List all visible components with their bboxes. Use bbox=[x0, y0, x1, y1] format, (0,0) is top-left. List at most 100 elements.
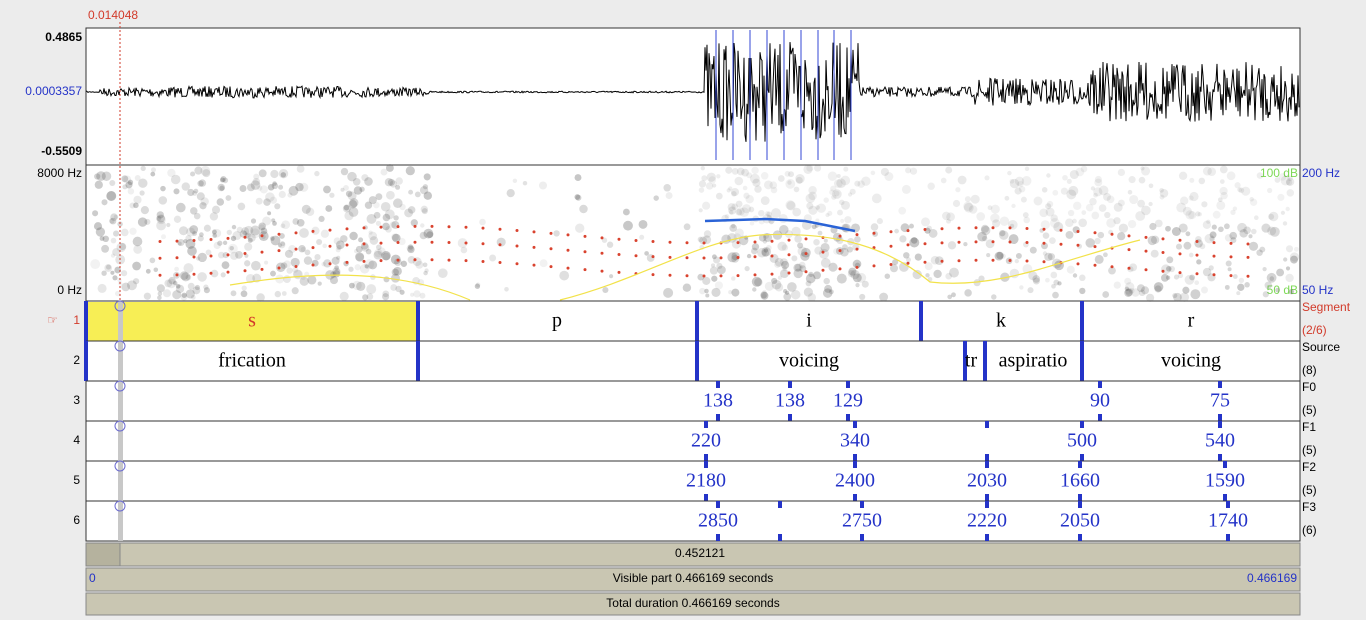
spectral-energy bbox=[93, 222, 103, 231]
spectral-energy bbox=[1165, 275, 1171, 280]
spectral-energy bbox=[1042, 251, 1048, 256]
formant-dot bbox=[736, 241, 740, 245]
spectral-energy bbox=[211, 205, 221, 214]
spectral-energy bbox=[212, 228, 222, 238]
spectral-energy bbox=[782, 266, 787, 271]
spectral-energy bbox=[736, 207, 745, 216]
spectral-energy bbox=[1066, 178, 1072, 184]
formant-dot bbox=[1110, 265, 1114, 269]
spectral-energy bbox=[734, 176, 744, 186]
spectral-energy bbox=[270, 235, 281, 246]
formant-dot bbox=[345, 227, 349, 231]
formant-dot bbox=[243, 269, 247, 273]
spectral-energy bbox=[101, 270, 107, 276]
spectral-energy bbox=[824, 284, 833, 293]
spectral-energy bbox=[199, 202, 207, 210]
spectral-energy bbox=[405, 166, 415, 176]
spectral-energy bbox=[1249, 197, 1254, 202]
spectral-energy bbox=[398, 237, 406, 246]
spectral-energy bbox=[395, 285, 402, 293]
formant-dot bbox=[617, 253, 621, 256]
spectral-energy bbox=[1253, 215, 1259, 221]
spectral-energy bbox=[828, 289, 834, 295]
spectral-energy bbox=[814, 246, 823, 255]
point-label: 2220 bbox=[967, 510, 1007, 532]
spectral-energy bbox=[1029, 246, 1037, 254]
spectral-energy bbox=[991, 294, 997, 300]
spectral-energy bbox=[1269, 276, 1275, 281]
spectral-energy bbox=[109, 218, 115, 224]
spectral-energy bbox=[192, 231, 198, 236]
spectral-energy bbox=[197, 180, 204, 187]
spectral-energy bbox=[1184, 274, 1195, 285]
spectral-energy bbox=[728, 186, 733, 191]
spectral-energy bbox=[731, 276, 736, 281]
window-left[interactable] bbox=[85, 542, 121, 567]
formant-dot bbox=[1144, 249, 1148, 253]
spectral-energy bbox=[820, 258, 831, 268]
spectral-energy bbox=[314, 170, 320, 177]
spectral-energy bbox=[777, 241, 787, 251]
spectral-energy bbox=[369, 236, 379, 245]
spectral-energy bbox=[1259, 246, 1266, 253]
point-tick bbox=[716, 414, 720, 421]
formant-dot bbox=[1212, 273, 1216, 277]
formant-dot bbox=[532, 263, 536, 267]
formant-dot bbox=[1229, 255, 1233, 259]
spectral-energy bbox=[1102, 291, 1110, 298]
spectral-energy bbox=[805, 193, 816, 204]
spectral-energy bbox=[1159, 188, 1164, 193]
visible-bar[interactable] bbox=[85, 567, 1301, 592]
tier-count: (6) bbox=[1302, 523, 1317, 537]
spectral-energy bbox=[323, 185, 331, 194]
spectral-energy bbox=[197, 235, 204, 242]
spectral-energy bbox=[682, 283, 692, 292]
spectral-energy bbox=[924, 262, 933, 271]
point-tick bbox=[778, 501, 782, 508]
point-label: 2050 bbox=[1060, 510, 1100, 532]
spectral-energy bbox=[113, 230, 120, 237]
spectral-energy bbox=[1289, 252, 1300, 262]
spectral-energy bbox=[424, 268, 429, 273]
point-tick bbox=[1218, 414, 1222, 421]
spectral-energy bbox=[175, 284, 185, 294]
spectral-energy bbox=[278, 169, 289, 179]
spectral-energy bbox=[1161, 264, 1171, 275]
spectral-energy bbox=[940, 177, 947, 184]
spectral-energy bbox=[132, 236, 143, 247]
formant-dot bbox=[481, 260, 485, 263]
spectral-energy bbox=[1148, 183, 1154, 189]
point-label: 220 bbox=[691, 430, 721, 452]
spectral-energy bbox=[783, 289, 788, 294]
spectral-energy bbox=[729, 224, 738, 232]
point-label: 2030 bbox=[967, 470, 1007, 492]
spectral-energy bbox=[299, 182, 309, 192]
spectral-energy bbox=[380, 168, 388, 176]
spectral-energy bbox=[760, 291, 769, 300]
spectral-energy bbox=[1226, 171, 1236, 181]
spectral-energy bbox=[137, 217, 148, 227]
spectral-energy bbox=[179, 271, 189, 280]
spectral-energy bbox=[970, 194, 980, 204]
spectral-energy bbox=[390, 254, 401, 265]
spectral-energy bbox=[1051, 258, 1062, 269]
boundary bbox=[84, 341, 88, 381]
spectral-energy bbox=[1266, 272, 1277, 283]
spectral-energy bbox=[185, 289, 195, 299]
spectral-energy bbox=[200, 166, 211, 176]
spectral-energy bbox=[221, 261, 230, 270]
spectral-energy bbox=[290, 257, 300, 267]
formant-dot bbox=[328, 244, 332, 248]
total-bar[interactable] bbox=[85, 592, 1301, 616]
spectral-energy bbox=[947, 294, 953, 300]
spectral-energy bbox=[1103, 252, 1108, 258]
spectral-energy bbox=[125, 181, 133, 189]
spectral-energy bbox=[1256, 172, 1264, 179]
spectral-energy bbox=[1243, 226, 1251, 235]
spectral-energy bbox=[1137, 199, 1146, 208]
spectral-energy bbox=[364, 264, 369, 269]
spectral-energy bbox=[1014, 258, 1019, 264]
spectral-energy bbox=[706, 172, 716, 182]
spectral-energy bbox=[365, 248, 372, 255]
spectral-energy bbox=[575, 223, 585, 233]
